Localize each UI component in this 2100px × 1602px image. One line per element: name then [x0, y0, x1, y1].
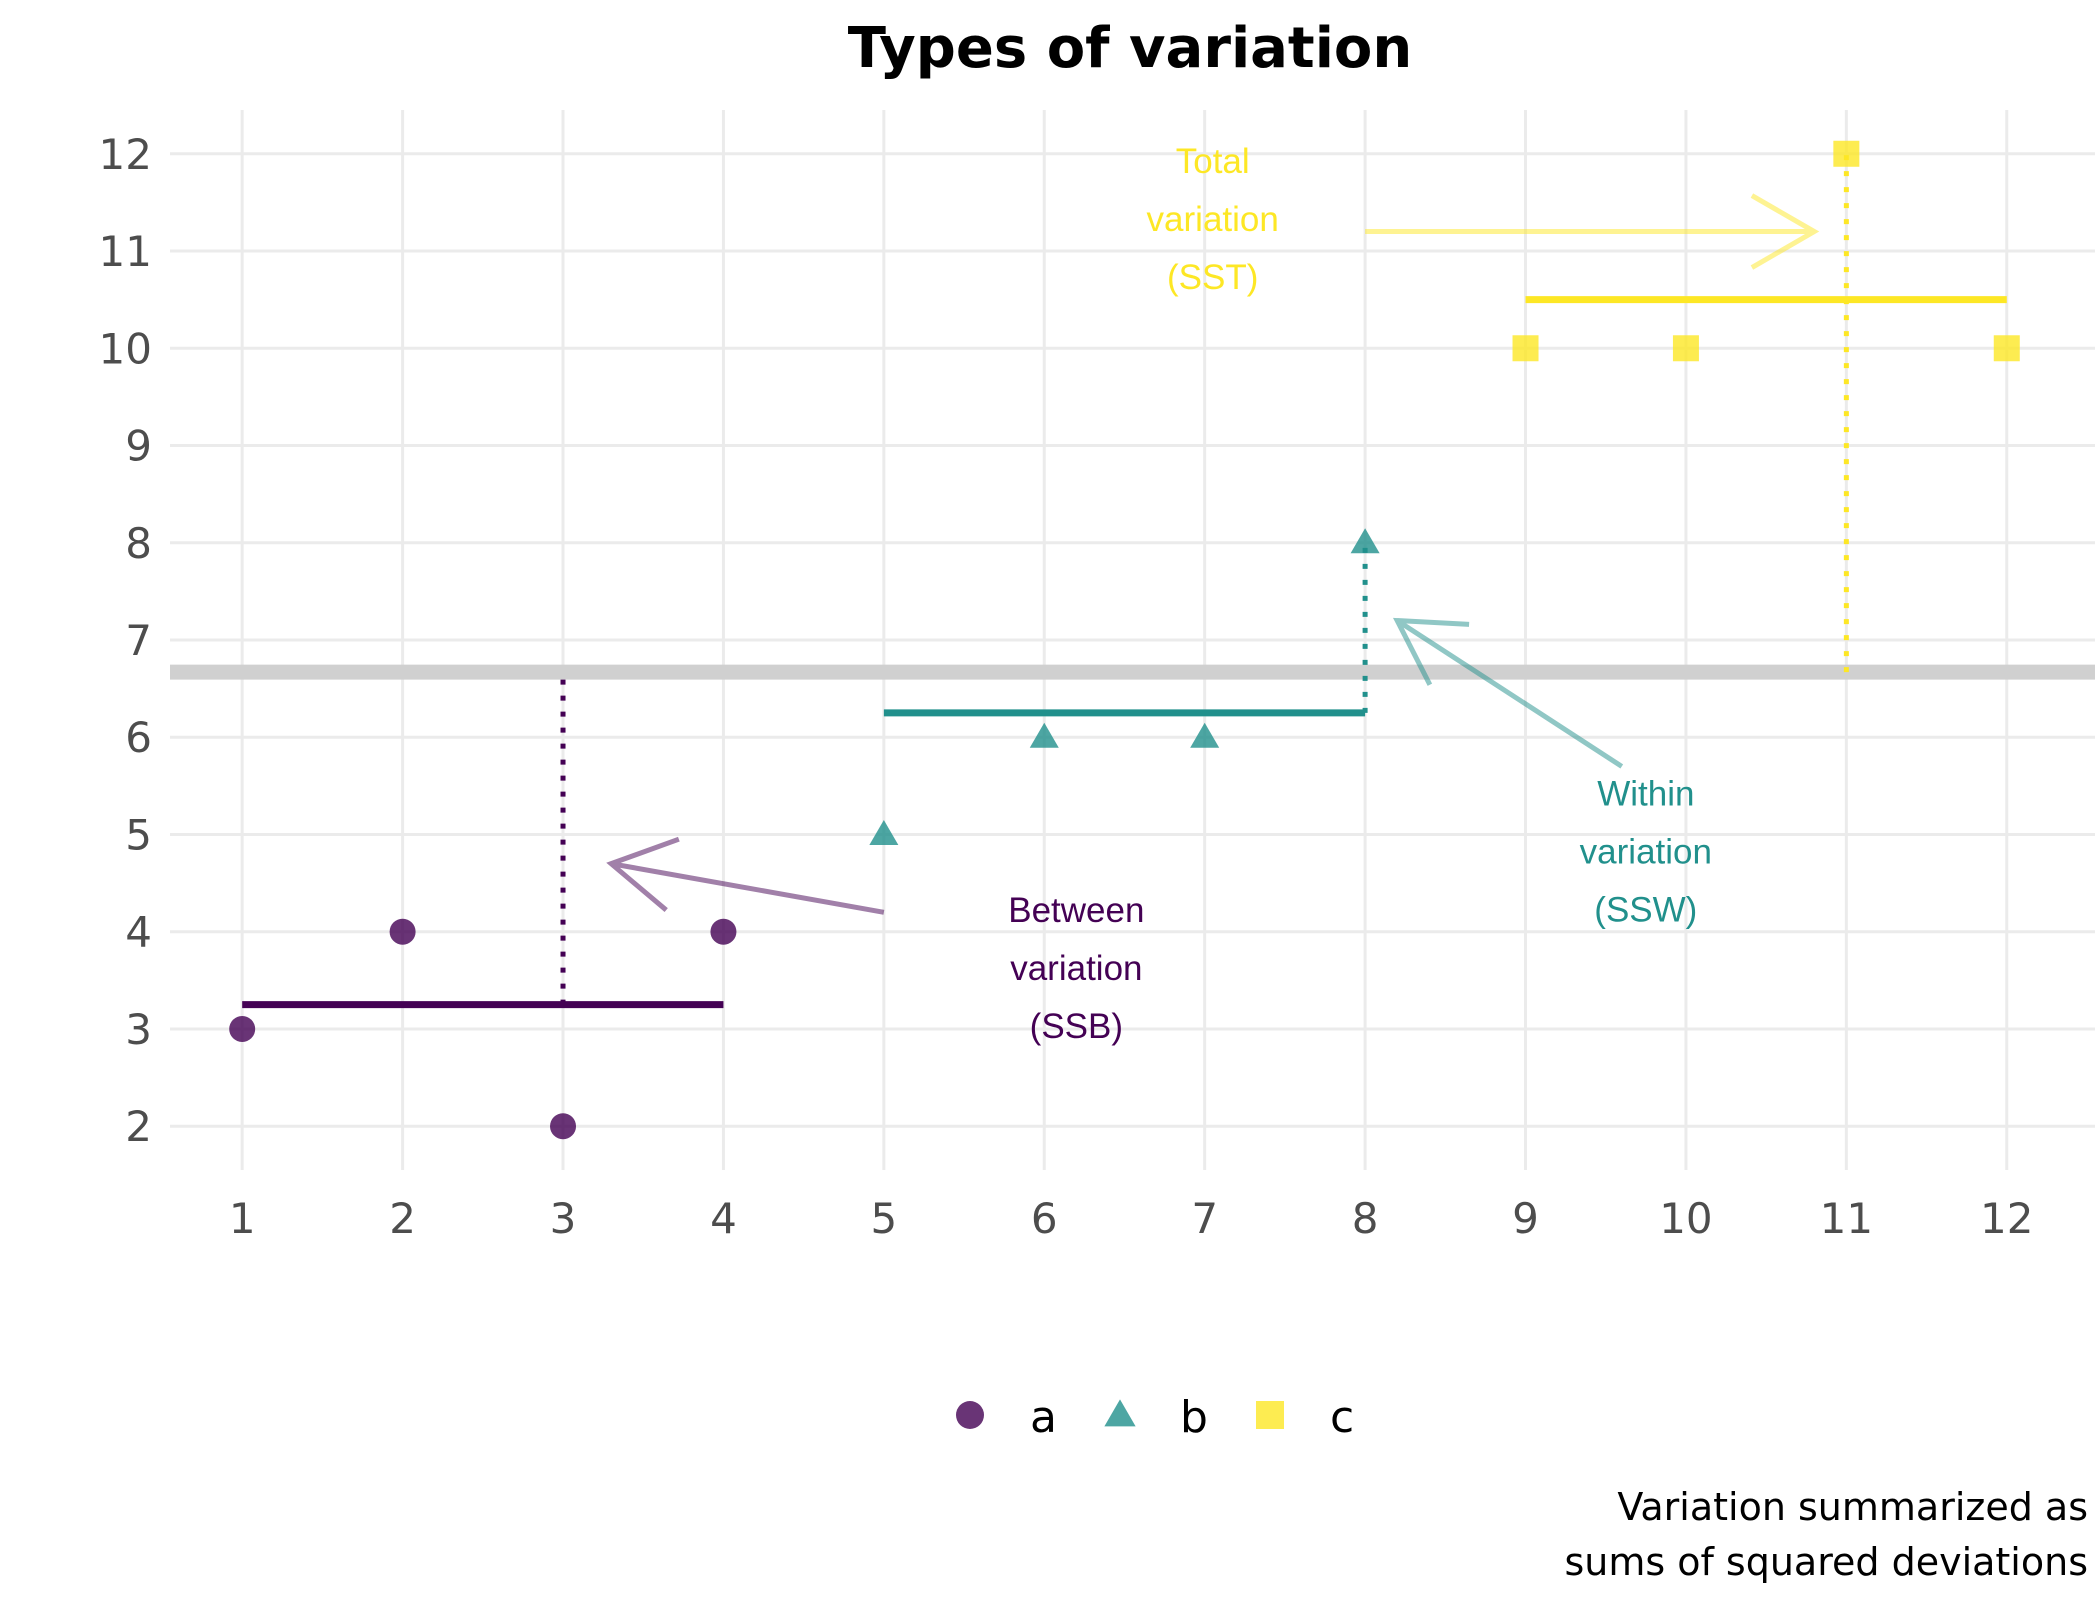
annotations: Between variation (SSB) Within variation (SSW… [1008, 142, 1712, 1046]
y-tick-label: 12 [99, 130, 152, 179]
annotation-label: variation [1010, 949, 1142, 988]
data-points [229, 140, 2020, 1140]
group-means [242, 296, 2007, 1009]
point-c [1993, 335, 2020, 362]
x-tick-label: 6 [1031, 1194, 1058, 1243]
x-tick-label: 1 [229, 1194, 256, 1243]
legend: a b c [956, 1392, 1354, 1443]
annotation-label: variation [1580, 832, 1712, 871]
x-tick-label: 7 [1191, 1194, 1218, 1243]
y-tick-label: 7 [125, 616, 152, 665]
caption-line-2: sums of squared deviations [1564, 1540, 2088, 1584]
x-tick-label: 8 [1352, 1194, 1379, 1243]
x-tick-label: 12 [1980, 1194, 2033, 1243]
y-tick-label: 4 [125, 908, 152, 957]
legend-label-b: b [1180, 1392, 1208, 1443]
x-tick-label: 3 [550, 1194, 577, 1243]
point-b [869, 819, 899, 846]
annotation-arrows [606, 193, 1820, 915]
annotation-label: variation [1147, 200, 1279, 239]
point-b [1350, 528, 1380, 554]
point-b [1029, 722, 1059, 748]
annotation-label: Within [1597, 774, 1694, 813]
annotation-arrow [606, 836, 885, 915]
legend-key-a [956, 1401, 984, 1429]
annotation-label: Total [1176, 142, 1250, 181]
x-tick-label: 11 [1820, 1194, 1873, 1243]
legend-label-a: a [1030, 1392, 1057, 1443]
annotation-label: (SSW) [1594, 890, 1697, 929]
y-tick-label: 8 [125, 519, 152, 568]
annotation-label: (SSB) [1030, 1007, 1123, 1046]
point-c [1672, 335, 1699, 362]
x-tick-label: 5 [870, 1194, 897, 1243]
y-tick-label: 6 [125, 713, 152, 762]
deviation-segments [560, 153, 1849, 1005]
legend-key-c [1256, 1401, 1284, 1429]
x-tick-label: 10 [1659, 1194, 1712, 1243]
point-a [389, 918, 416, 945]
caption-line-1: Variation summarized as [1617, 1485, 2088, 1529]
annotation-label: Between [1008, 891, 1144, 930]
point-b [1190, 722, 1220, 748]
y-tick-label: 3 [125, 1005, 152, 1054]
y-tick-label: 10 [99, 324, 152, 373]
chart-title: Types of variation [848, 16, 1412, 81]
point-a [550, 1113, 577, 1140]
y-tick-label: 2 [125, 1102, 152, 1151]
point-c [1833, 140, 1860, 167]
x-tick-label: 9 [1512, 1194, 1539, 1243]
x-tick-label: 2 [389, 1194, 416, 1243]
y-tick-label: 5 [125, 810, 152, 859]
x-tick-label: 4 [710, 1194, 737, 1243]
annotation-arrow [1392, 617, 1624, 769]
legend-label-c: c [1330, 1392, 1354, 1443]
point-a [229, 1015, 256, 1042]
point-a [710, 918, 737, 945]
point-c [1512, 335, 1539, 362]
y-axis-ticks: 2 3 4 5 6 7 8 9 10 11 12 [99, 130, 152, 1151]
x-axis-ticks: 1 2 3 4 5 6 7 8 9 10 11 12 [229, 1194, 2034, 1243]
grid [170, 110, 2095, 1170]
annotation-arrow [1365, 193, 1820, 270]
y-tick-label: 11 [99, 227, 152, 276]
y-tick-label: 9 [125, 422, 152, 471]
annotation-label: (SST) [1167, 258, 1258, 297]
legend-key-b [1104, 1399, 1136, 1427]
